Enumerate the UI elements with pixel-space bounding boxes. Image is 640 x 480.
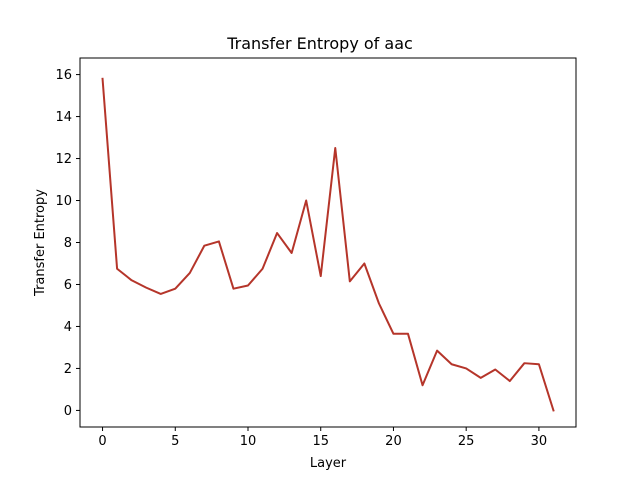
y-tick-label: 16 [55, 68, 72, 83]
x-tick-label: 0 [98, 434, 106, 449]
x-axis: 0 5 10 15 20 25 30 [98, 427, 547, 449]
y-tick-label: 2 [64, 362, 72, 377]
chart-title: Transfer Entropy of aac [226, 34, 413, 53]
x-tick-label: 5 [171, 434, 179, 449]
y-tick-label: 14 [55, 110, 72, 125]
y-tick-label: 6 [64, 278, 72, 293]
x-tick-label: 20 [385, 434, 402, 449]
y-tick-label: 4 [64, 320, 72, 335]
series-layer [101, 77, 555, 412]
x-tick-label: 30 [531, 434, 548, 449]
x-tick-label: 25 [458, 434, 475, 449]
y-tick-label: 8 [64, 236, 72, 251]
x-axis-label: Layer [310, 456, 347, 471]
x-tick-label: 10 [240, 434, 257, 449]
y-tick-label: 10 [55, 194, 72, 209]
y-axis-label: Transfer Entropy [33, 189, 48, 297]
y-axis: 0 2 4 6 8 10 12 14 16 [55, 68, 80, 419]
x-tick-label: 15 [312, 434, 329, 449]
series-line-0 [101, 77, 555, 412]
y-tick-label: 0 [64, 404, 72, 419]
y-tick-label: 12 [55, 152, 72, 167]
